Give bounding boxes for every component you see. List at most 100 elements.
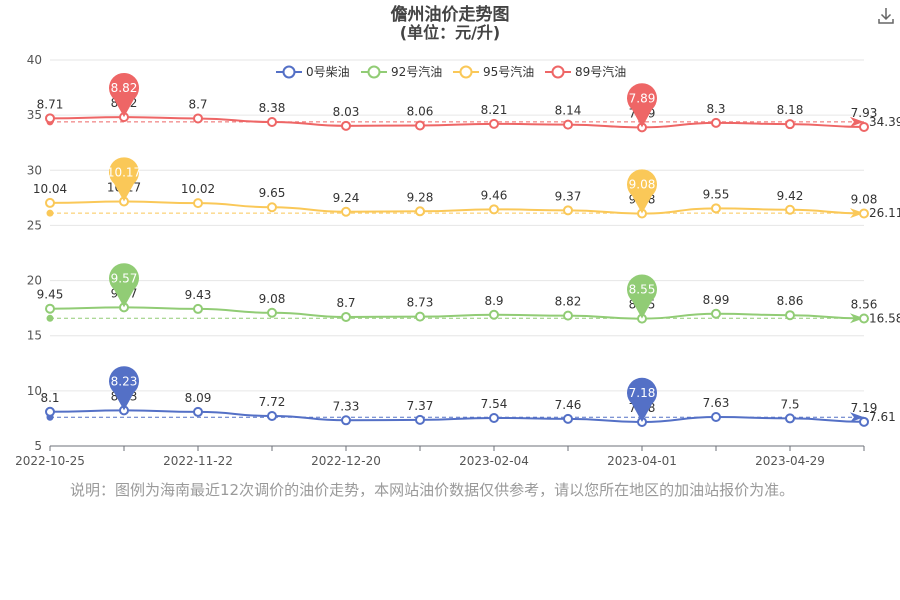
y-tick-label: 40 <box>27 53 42 67</box>
data-label: 8.18 <box>777 103 804 117</box>
data-point <box>785 310 795 321</box>
download-icon[interactable] <box>876 6 896 26</box>
data-label: 7.33 <box>333 399 360 413</box>
legend-label: 0号柴油 <box>306 65 350 79</box>
data-label: 7.46 <box>555 398 582 412</box>
average-value-label: 34.39 <box>869 115 900 129</box>
legend[interactable]: 0号柴油 92号汽油 95号汽油 89号汽油 <box>276 64 626 79</box>
data-point <box>563 413 573 424</box>
data-point <box>489 309 499 320</box>
data-point <box>341 311 351 322</box>
pin-shape <box>109 366 139 411</box>
average-start-dot <box>46 209 54 217</box>
data-label: 8.56 <box>851 298 878 312</box>
data-point <box>415 120 425 131</box>
grid-lines <box>50 59 864 392</box>
data-label: 7.72 <box>259 395 286 409</box>
data-point <box>785 119 795 130</box>
axes: 5 10 15 20 25 30 35 40 2022-10-25 2022-11-22 2022-… <box>15 53 865 468</box>
data-label: 8.06 <box>407 105 434 119</box>
average-value-label: 7.61 <box>869 410 896 424</box>
average-arrow <box>850 116 864 127</box>
data-label: 8.3 <box>706 102 725 116</box>
data-point <box>45 406 55 417</box>
pin-value-label: 7.18 <box>629 386 656 400</box>
data-label: 9.28 <box>407 190 434 204</box>
pin-marker: 7.18 <box>627 377 658 422</box>
pin-shape <box>108 72 139 118</box>
data-label: 10.04 <box>33 182 67 196</box>
legend-marker <box>551 65 565 79</box>
max-min-markers: 8.23 7.18 9.57 8.55 10.17 9.08 8.82 7.89 <box>107 72 658 422</box>
data-point <box>563 205 573 216</box>
data-label: 9.65 <box>259 186 286 200</box>
pin-value-label: 8.55 <box>629 283 656 297</box>
data-label: 7.63 <box>703 396 730 410</box>
pin-value-label: 10.17 <box>107 165 141 179</box>
pin-marker: 8.55 <box>627 274 658 319</box>
data-point <box>711 308 721 319</box>
pin-value-label: 8.23 <box>111 374 138 388</box>
data-point <box>415 206 425 217</box>
data-label: 9.08 <box>259 292 286 306</box>
legend-item[interactable]: 95号汽油 <box>453 64 534 79</box>
data-point <box>489 412 499 423</box>
data-label: 8.1 <box>40 391 59 405</box>
x-tick-label: 2023-02-04 <box>459 454 529 468</box>
data-label: 9.55 <box>703 187 730 201</box>
data-point <box>193 113 203 124</box>
x-tick-label: 2022-10-25 <box>15 454 85 468</box>
data-label: 9.08 <box>851 193 878 207</box>
legend-item[interactable]: 92号汽油 <box>361 64 442 79</box>
pin-marker: 8.82 <box>108 72 139 118</box>
pin-marker: 10.17 <box>107 157 141 202</box>
legend-label: 89号汽油 <box>575 64 626 79</box>
pin-shape <box>109 157 139 202</box>
data-label: 9.46 <box>481 188 508 202</box>
data-label: 7.5 <box>780 397 799 411</box>
data-label: 8.86 <box>777 294 804 308</box>
data-point <box>341 415 351 426</box>
average-lines: 7.61 16.58 26.11 34.39 <box>46 115 900 424</box>
data-label: 8.7 <box>188 97 207 111</box>
data-label: 8.14 <box>555 104 582 118</box>
data-point <box>711 203 721 214</box>
pin-marker: 9.57 <box>109 263 139 308</box>
legend-label: 92号汽油 <box>391 64 442 79</box>
x-tick-label: 2023-04-01 <box>607 454 677 468</box>
pin-shape <box>627 274 658 319</box>
data-point <box>267 116 277 127</box>
pin-marker: 9.08 <box>627 169 657 214</box>
data-point <box>45 197 55 208</box>
chart-title: 儋州油价走势图 <box>391 4 510 25</box>
data-point <box>45 113 55 124</box>
y-tick-label: 10 <box>27 384 42 398</box>
y-tick-label: 20 <box>27 274 42 288</box>
pin-marker: 7.89 <box>627 83 657 128</box>
series-line <box>49 409 865 423</box>
data-label: 9.43 <box>185 288 212 302</box>
pin-shape <box>627 83 657 128</box>
data-label: 7.19 <box>851 401 878 415</box>
data-label: 7.37 <box>407 399 434 413</box>
y-tick-label: 35 <box>27 108 42 122</box>
data-label: 7.54 <box>481 397 508 411</box>
data-point <box>785 413 795 424</box>
data-point <box>563 119 573 130</box>
data-point <box>785 204 795 215</box>
data-point <box>341 120 351 131</box>
x-tick-label: 2023-04-29 <box>755 454 825 468</box>
data-label: 9.42 <box>777 189 804 203</box>
data-point <box>859 313 869 324</box>
data-labels: 8.1 8.23 8.09 7.72 7.33 7.37 7.54 7.46 7.18 7.63 7… <box>33 96 878 415</box>
chart-subtitle: (单位：元/升) <box>400 23 500 42</box>
data-point <box>267 411 277 422</box>
data-point <box>859 416 869 427</box>
data-point <box>341 206 351 217</box>
legend-item[interactable]: 0号柴油 <box>276 65 350 79</box>
legend-item[interactable]: 89号汽油 <box>545 64 626 79</box>
legend-marker <box>459 65 473 79</box>
data-point <box>267 307 277 318</box>
data-label: 8.03 <box>333 105 360 119</box>
data-point <box>415 311 425 322</box>
